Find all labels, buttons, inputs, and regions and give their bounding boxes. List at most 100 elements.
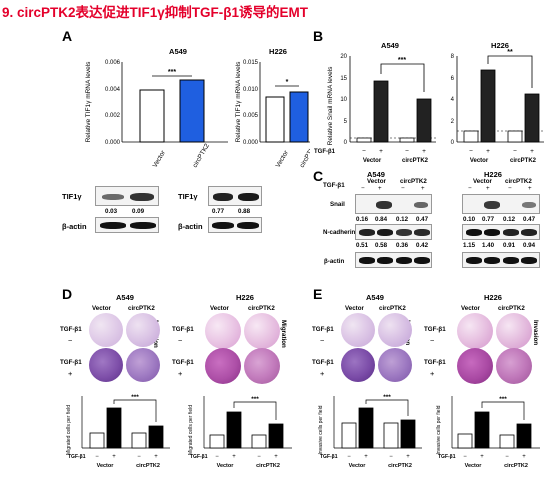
- svg-text:−: −: [95, 454, 99, 460]
- row-label-actin: β-actin: [324, 258, 345, 265]
- bar-vector: [265, 96, 285, 143]
- blot-value: 0.84: [375, 216, 388, 223]
- svg-text:TGF-β1: TGF-β1: [68, 454, 86, 460]
- figure-title: 9. circPTK2表达促进TIF1γ抑制TGF-β1诱导的EMT: [2, 5, 309, 20]
- row-sign: −: [430, 336, 435, 345]
- row-sign: +: [178, 369, 183, 378]
- side-label: Invasion: [532, 320, 539, 346]
- svg-text:circPTK2: circPTK2: [388, 463, 412, 469]
- blot-value: 0.58: [375, 242, 388, 249]
- svg-text:***: ***: [383, 394, 391, 401]
- row-sign: +: [68, 369, 73, 378]
- svg-text:TGF-β1: TGF-β1: [190, 454, 208, 460]
- svg-text:TGF-β1: TGF-β1: [320, 454, 338, 460]
- blot-tif1g-h226: [208, 186, 262, 206]
- svg-text:−: −: [463, 454, 467, 460]
- panel-c-letter: C: [313, 168, 324, 184]
- y-tick: 0.000: [105, 140, 121, 146]
- svg-text:−: −: [389, 454, 393, 460]
- blot-value: 0.12: [396, 216, 409, 223]
- dish-image: [378, 313, 412, 347]
- svg-text:5: 5: [344, 119, 348, 125]
- blot-value: 0.47: [523, 216, 536, 223]
- svg-text:Vector: Vector: [349, 463, 367, 469]
- svg-text:−: −: [405, 148, 409, 155]
- blot-label-tif1g: TIF1γ: [178, 192, 198, 201]
- panel-d-letter: D: [62, 286, 73, 302]
- panel-b-letter: B: [313, 28, 324, 44]
- bar: [399, 137, 415, 143]
- svg-text:−: −: [257, 454, 261, 460]
- dish-image: [126, 313, 160, 347]
- svg-text:TGF-β1: TGF-β1: [438, 454, 456, 460]
- svg-text:−: −: [215, 454, 219, 460]
- svg-text:Invasive cells per field: Invasive cells per field: [318, 405, 324, 454]
- row-sign: −: [320, 336, 325, 345]
- svg-text:2: 2: [451, 119, 455, 125]
- svg-text:Vector: Vector: [217, 463, 235, 469]
- chart-title: A549: [381, 41, 399, 50]
- svg-text:+: +: [232, 454, 236, 460]
- bar: [524, 93, 540, 143]
- svg-text:−: −: [137, 454, 141, 460]
- bar-circptk2: [289, 91, 309, 143]
- row-sign: −: [68, 336, 73, 345]
- sig-bracket: [380, 63, 425, 92]
- svg-text:Vector: Vector: [363, 158, 382, 164]
- blot-value: 0.94: [523, 242, 536, 249]
- panel-e-left-title: A549: [366, 293, 384, 302]
- blot-value: 1.15: [463, 242, 476, 249]
- sign: +: [421, 185, 425, 192]
- tgf-label: TGF-β1: [424, 359, 446, 366]
- svg-text:circPTK2: circPTK2: [256, 463, 280, 469]
- dish-image: [244, 348, 280, 384]
- svg-text:0: 0: [451, 140, 455, 146]
- panel-a-charts: A549 Relative TIF1γ mRNA levels 0.000 0.…: [85, 47, 310, 169]
- svg-text:+: +: [422, 148, 426, 155]
- blot-snail-h226: [462, 194, 540, 214]
- bar-circptk2: [179, 79, 205, 143]
- sign: +: [486, 185, 490, 192]
- x-label: circPTK2: [192, 142, 211, 169]
- svg-text:+: +: [522, 454, 526, 460]
- group-label: Vector: [461, 305, 480, 312]
- svg-text:+: +: [379, 148, 383, 155]
- panel-c-left-title: A549: [367, 170, 385, 179]
- bar: [373, 80, 389, 143]
- svg-text:−: −: [469, 148, 473, 155]
- panel-b-charts: Relative Snail mRNA levels A549 0 5 10 1…: [314, 41, 544, 164]
- svg-text:circPTK2: circPTK2: [510, 158, 537, 164]
- blot-actin-a549: [95, 217, 159, 233]
- x-label: Vector: [152, 149, 168, 169]
- svg-text:+: +: [480, 454, 484, 460]
- sig-label: ***: [168, 69, 176, 76]
- dish-image: [496, 313, 532, 349]
- row-sign: −: [178, 336, 183, 345]
- bar: [416, 98, 432, 143]
- sig-label: ***: [398, 57, 406, 64]
- blot-value: 0.91: [503, 242, 516, 249]
- group-label: Vector: [473, 178, 492, 185]
- svg-text:+: +: [112, 454, 116, 460]
- blot-value: 0.09: [132, 208, 145, 215]
- dish-image: [89, 348, 123, 382]
- blot-value: 0.03: [105, 208, 118, 215]
- panel-b-left-chart: A549 0 5 10 15 20 ***: [340, 41, 436, 146]
- group-label: circPTK2: [128, 305, 155, 312]
- svg-text:TGF-β1: TGF-β1: [314, 149, 336, 155]
- panel-e-charts: Invasive cells per field *** TGF-β1 − + …: [318, 394, 540, 469]
- svg-text:Vector: Vector: [470, 158, 489, 164]
- group-label: Vector: [92, 305, 111, 312]
- blot-value: 0.36: [396, 242, 409, 249]
- svg-text:+: +: [406, 454, 410, 460]
- y-tick: 0.000: [243, 140, 259, 146]
- blot-value: 1.40: [482, 242, 495, 249]
- svg-text:Migrated cells per field: Migrated cells per field: [66, 405, 72, 455]
- bar: [480, 69, 496, 143]
- chart-title: A549: [169, 47, 187, 56]
- group-label: Vector: [210, 305, 229, 312]
- svg-text:−: −: [362, 148, 366, 155]
- y-tick: 0.010: [243, 87, 259, 93]
- svg-text:−: −: [347, 454, 351, 460]
- svg-text:4: 4: [451, 97, 455, 103]
